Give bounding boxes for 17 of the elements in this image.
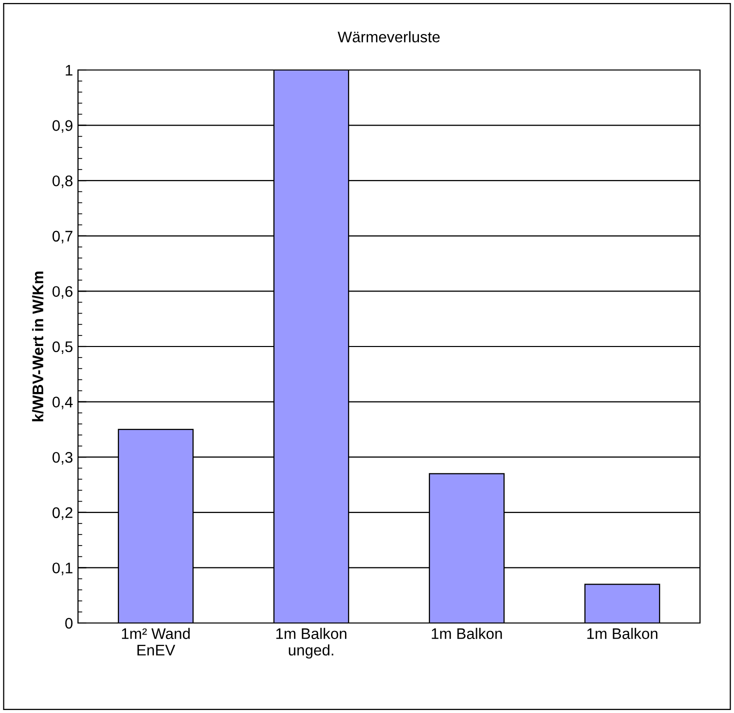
x-tick-label: 1m² Wand EnEV <box>122 628 190 656</box>
y-axis-title: k/WBV-Wert in W/Km <box>32 272 44 422</box>
y-tick-label: 0,8 <box>52 175 72 188</box>
y-tick-label: 0,1 <box>52 562 72 576</box>
x-tick-label: 1m Balkon <box>432 628 502 640</box>
y-tick-label: 0,3 <box>52 452 72 465</box>
chart-title: Wärmeverluste <box>338 31 440 42</box>
y-tick-label: 0,2 <box>52 507 72 520</box>
y-tick-label: 0 <box>65 618 73 629</box>
y-tick-label: 0,7 <box>52 230 72 244</box>
y-tick-label: 0,5 <box>52 341 72 354</box>
x-tick-label: 1m Balkon unged. <box>276 628 346 659</box>
x-tick-label: 1m Balkon <box>587 628 658 640</box>
y-tick-label: 0,9 <box>52 120 72 133</box>
y-tick-label: 0,4 <box>52 396 73 410</box>
y-tick-label: 0,6 <box>52 286 72 299</box>
y-tick-label: 1 <box>66 65 72 76</box>
